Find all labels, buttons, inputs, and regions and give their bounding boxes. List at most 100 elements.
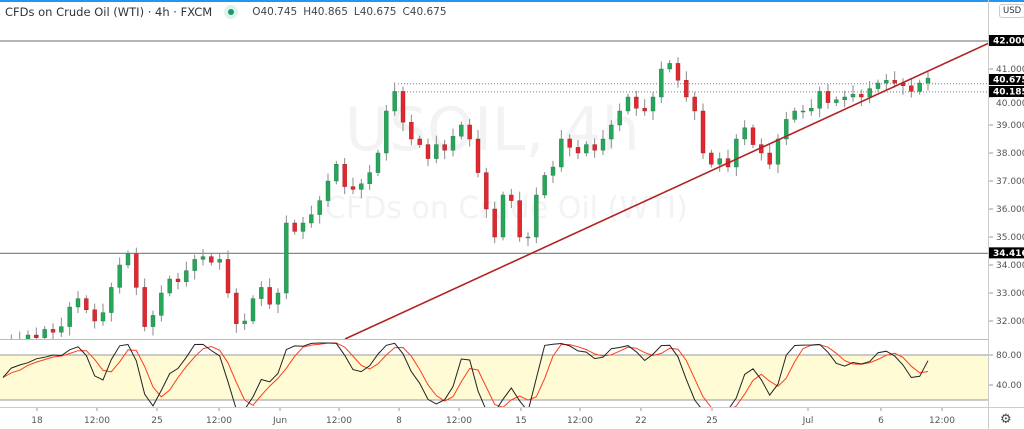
price-tick-label: 33.000 (996, 289, 1024, 299)
candle-up (834, 99, 839, 103)
candle-down (292, 222, 297, 232)
price-tag-label: 40.675 (993, 76, 1024, 86)
oscillator-tick-label: 40.00 (996, 381, 1022, 391)
candle-down (134, 253, 139, 288)
candle-down (409, 121, 414, 140)
candle-up (667, 63, 672, 70)
candle-up (717, 158, 722, 165)
time-tick-label: 12:00 (326, 416, 352, 426)
candle-down (484, 172, 489, 210)
candle-down (475, 138, 481, 173)
candle-up (150, 315, 156, 327)
top-accent-bar (0, 0, 1024, 2)
candle-down (225, 259, 231, 294)
oscillator-band (0, 355, 988, 400)
symbol-title[interactable]: CFDs on Crude Oil (WTI) · 4h · FXCM (5, 5, 213, 19)
candle-up (650, 96, 656, 112)
time-axis[interactable]: 18 12:00 25 12:00 Jun 12:00 8 12:00 15 12:00 22 25 J… (31, 408, 955, 426)
candle-up (59, 326, 64, 333)
time-tick-label: 12:00 (446, 416, 472, 426)
time-tick-label: Jun (272, 416, 287, 426)
candle-up (867, 88, 872, 98)
price-tag-label: 40.185 (993, 88, 1024, 98)
candle-up (42, 329, 47, 338)
market-status-icon (224, 5, 239, 19)
candle-up (325, 180, 331, 201)
candle-up (800, 110, 806, 113)
candle-up (359, 183, 364, 190)
candle-up (500, 194, 506, 238)
price-tick-label: 38.000 (996, 149, 1024, 159)
oscillator-axis[interactable]: 80.00 40.00 (989, 351, 1022, 391)
candle-up (450, 135, 456, 151)
candle-down (400, 91, 406, 123)
candle-up (192, 259, 197, 271)
candle-up (550, 166, 556, 176)
price-tag-bg (989, 247, 1024, 259)
candle-up (850, 93, 856, 98)
ohlc-low: L40.675 (353, 6, 397, 18)
candle-up (784, 119, 789, 140)
candle-down (859, 93, 864, 98)
candle-up (625, 96, 631, 112)
time-tick-label: 6 (878, 416, 884, 426)
candles (10, 57, 931, 344)
candle-up (159, 292, 164, 316)
candle-down (425, 144, 431, 159)
price-tag-bg (989, 35, 1024, 46)
oscillator-tick-label: 80.00 (996, 351, 1022, 361)
candle-down (18, 341, 22, 344)
symbol-legend: CFDs on Crude Oil (WTI) · 4h · FXCM O40.… (5, 5, 447, 19)
candle-up (367, 172, 372, 185)
candle-up (584, 144, 589, 154)
candle-up (167, 278, 172, 294)
price-tick-label: 39.000 (996, 121, 1024, 131)
candle-down (509, 194, 514, 201)
candle-up (392, 91, 397, 112)
price-tick-label: 34.000 (996, 261, 1024, 271)
candle-down (767, 152, 772, 165)
stoch-k-line (2, 342, 929, 407)
candle-down (234, 292, 239, 324)
candle-down (825, 91, 831, 103)
candle-up (809, 107, 814, 112)
candle-up (559, 138, 564, 168)
candle-down (34, 334, 39, 338)
candle-up (67, 306, 72, 327)
candle-up (75, 298, 81, 308)
price-tag-bg (989, 74, 1024, 85)
watermark-symbol: USOIL, 4h (345, 95, 640, 165)
settings-gear-icon[interactable]: ⚙ (1000, 412, 1012, 427)
price-tick-label: 36.000 (996, 205, 1024, 215)
candle-up (734, 138, 739, 168)
candle-up (384, 110, 389, 154)
candle-up (217, 259, 222, 263)
currency-button[interactable]: USD (999, 4, 1024, 18)
price-tag-label: 42.000 (993, 37, 1024, 47)
candle-up (434, 144, 439, 159)
candle-down (492, 208, 497, 238)
candle-down (909, 85, 914, 92)
ohlc-close: C40.675 (402, 6, 447, 18)
candle-down (634, 96, 639, 109)
candle-up (259, 287, 264, 299)
time-tick-label: 22 (635, 416, 646, 426)
time-tick-label: Jul (802, 416, 814, 426)
candle-up (109, 287, 114, 313)
candle-up (534, 194, 539, 238)
candle-up (884, 79, 889, 84)
candle-up (25, 334, 31, 339)
candle-up (184, 270, 189, 283)
candle-down (709, 152, 714, 165)
candle-down (675, 63, 681, 81)
ohlc-open: O40.745 (252, 6, 298, 18)
price-tick-label: 40.000 (996, 99, 1024, 109)
price-axis[interactable]: 41.000 40.000 39.000 38.000 37.000 36.000 35.0… (989, 35, 1024, 327)
time-tick-label: 12:00 (929, 416, 955, 426)
ohlc-high: H40.865 (303, 6, 348, 18)
candle-up (309, 214, 314, 224)
candle-down (575, 147, 581, 154)
price-tick-label: 41.000 (996, 65, 1024, 75)
candle-down (642, 107, 647, 112)
